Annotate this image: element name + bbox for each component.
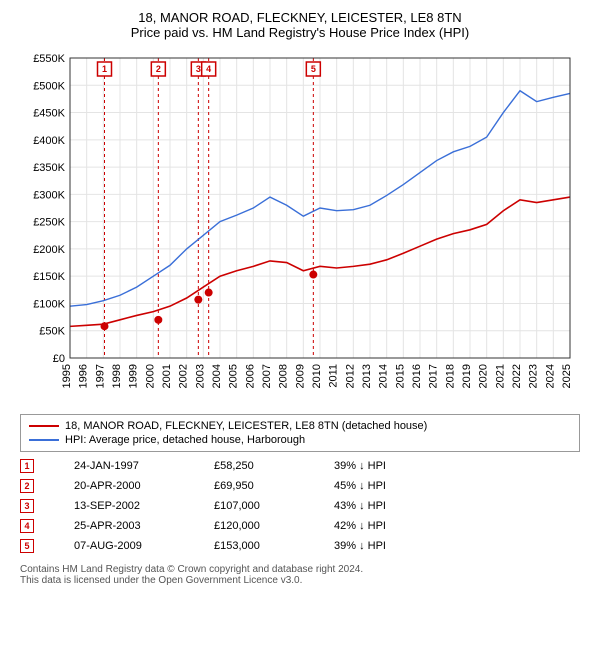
svg-text:2019: 2019 [461, 364, 473, 388]
svg-text:2022: 2022 [511, 364, 523, 388]
svg-text:2016: 2016 [411, 364, 423, 388]
svg-text:2011: 2011 [328, 364, 340, 388]
svg-text:£450K: £450K [33, 108, 65, 120]
transaction-diff: 45% ↓ HPI [334, 480, 414, 492]
legend-row: HPI: Average price, detached house, Harb… [29, 433, 571, 447]
transaction-row: 5 07-AUG-2009 £153,000 39% ↓ HPI [20, 536, 580, 556]
transaction-diff: 39% ↓ HPI [334, 460, 414, 472]
footer-line-2: This data is licensed under the Open Gov… [20, 575, 580, 586]
svg-text:2014: 2014 [378, 364, 390, 388]
transaction-marker: 3 [20, 499, 34, 513]
svg-text:2000: 2000 [144, 364, 156, 388]
svg-text:£550K: £550K [33, 53, 65, 65]
svg-text:1996: 1996 [78, 364, 90, 388]
transaction-diff: 42% ↓ HPI [334, 520, 414, 532]
svg-text:2021: 2021 [494, 364, 506, 388]
svg-text:£100K: £100K [33, 298, 65, 310]
svg-text:£300K: £300K [33, 189, 65, 201]
svg-text:2010: 2010 [311, 364, 323, 388]
chart-svg: £0 £50K £100K £150K £200K £250K £300K £350K £400… [20, 48, 580, 408]
transaction-price: £120,000 [214, 520, 294, 532]
svg-text:2007: 2007 [261, 364, 273, 388]
chart-container: 18, MANOR ROAD, FLECKNEY, LEICESTER, LE8… [0, 0, 600, 650]
svg-text:£150K: £150K [33, 271, 65, 283]
transaction-price: £153,000 [214, 540, 294, 552]
svg-text:£400K: £400K [33, 135, 65, 147]
title-block: 18, MANOR ROAD, FLECKNEY, LEICESTER, LE8… [10, 10, 590, 40]
transaction-marker: 5 [20, 539, 34, 553]
transaction-diff: 43% ↓ HPI [334, 500, 414, 512]
transaction-date: 20-APR-2000 [74, 480, 174, 492]
transaction-price: £107,000 [214, 500, 294, 512]
svg-text:2006: 2006 [244, 364, 256, 388]
svg-text:£200K: £200K [33, 244, 65, 256]
chart-area: £0 £50K £100K £150K £200K £250K £300K £350K £400… [20, 48, 580, 408]
svg-text:2015: 2015 [394, 364, 406, 388]
transaction-marker: 1 [20, 459, 34, 473]
svg-text:2004: 2004 [211, 364, 223, 388]
svg-text:5: 5 [311, 64, 316, 74]
transaction-date: 13-SEP-2002 [74, 500, 174, 512]
svg-text:2020: 2020 [478, 364, 490, 388]
svg-text:£350K: £350K [33, 162, 65, 174]
legend-row: 18, MANOR ROAD, FLECKNEY, LEICESTER, LE8… [29, 419, 571, 433]
transaction-row: 1 24-JAN-1997 £58,250 39% ↓ HPI [20, 456, 580, 476]
svg-text:1995: 1995 [61, 364, 73, 388]
svg-text:2025: 2025 [561, 364, 573, 388]
legend-label: 18, MANOR ROAD, FLECKNEY, LEICESTER, LE8… [65, 420, 427, 432]
svg-text:2017: 2017 [428, 364, 440, 388]
transaction-row: 4 25-APR-2003 £120,000 42% ↓ HPI [20, 516, 580, 536]
footer-line-1: Contains HM Land Registry data © Crown c… [20, 564, 580, 575]
legend-box: 18, MANOR ROAD, FLECKNEY, LEICESTER, LE8… [20, 414, 580, 452]
transaction-price: £58,250 [214, 460, 294, 472]
svg-text:2009: 2009 [294, 364, 306, 388]
transaction-row: 2 20-APR-2000 £69,950 45% ↓ HPI [20, 476, 580, 496]
svg-text:3: 3 [196, 64, 201, 74]
svg-text:2003: 2003 [194, 364, 206, 388]
title-main: 18, MANOR ROAD, FLECKNEY, LEICESTER, LE8… [10, 10, 590, 25]
legend-label: HPI: Average price, detached house, Harb… [65, 434, 305, 446]
transaction-marker: 4 [20, 519, 34, 533]
legend-swatch [29, 425, 59, 427]
svg-text:1998: 1998 [111, 364, 123, 388]
transaction-date: 07-AUG-2009 [74, 540, 174, 552]
svg-text:2: 2 [156, 64, 161, 74]
svg-text:2001: 2001 [161, 364, 173, 388]
footer-block: Contains HM Land Registry data © Crown c… [20, 564, 580, 586]
svg-text:£0: £0 [53, 353, 65, 365]
svg-text:£50K: £50K [39, 326, 65, 338]
legend-swatch [29, 439, 59, 441]
svg-text:4: 4 [206, 64, 211, 74]
svg-text:2005: 2005 [228, 364, 240, 388]
svg-text:2024: 2024 [544, 364, 556, 388]
svg-text:1997: 1997 [94, 364, 106, 388]
transaction-marker: 2 [20, 479, 34, 493]
svg-text:2012: 2012 [344, 364, 356, 388]
title-sub: Price paid vs. HM Land Registry's House … [10, 25, 590, 40]
svg-text:1999: 1999 [128, 364, 140, 388]
transaction-row: 3 13-SEP-2002 £107,000 43% ↓ HPI [20, 496, 580, 516]
svg-text:2023: 2023 [528, 364, 540, 388]
transaction-date: 24-JAN-1997 [74, 460, 174, 472]
svg-text:£250K: £250K [33, 217, 65, 229]
transaction-table: 1 24-JAN-1997 £58,250 39% ↓ HPI 2 20-APR-2000… [20, 456, 580, 556]
svg-text:2018: 2018 [444, 364, 456, 388]
svg-text:2008: 2008 [278, 364, 290, 388]
svg-text:2002: 2002 [178, 364, 190, 388]
svg-text:2013: 2013 [361, 364, 373, 388]
transaction-price: £69,950 [214, 480, 294, 492]
svg-text:£500K: £500K [33, 80, 65, 92]
svg-text:1: 1 [102, 64, 107, 74]
transaction-diff: 39% ↓ HPI [334, 540, 414, 552]
transaction-date: 25-APR-2003 [74, 520, 174, 532]
